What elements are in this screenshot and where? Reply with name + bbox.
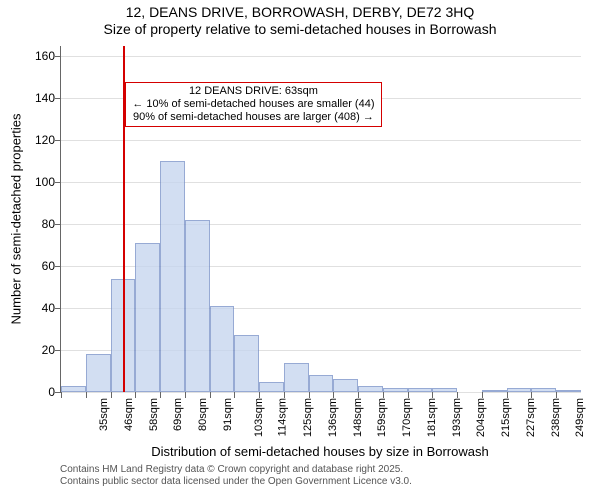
xtick-label: 46sqm [123,398,135,431]
y-axis-label: Number of semi-detached properties [9,114,24,325]
xtick-label: 204sqm [476,398,488,437]
chart-title-line1: 12, DEANS DRIVE, BORROWASH, DERBY, DE72 … [0,0,600,21]
histogram-bar [61,386,86,392]
xtick-label: 35sqm [98,398,110,431]
xtick-mark [61,392,62,398]
gridline [61,140,581,141]
histogram-bar [234,335,259,392]
footer-line-2: Contains public sector data licensed und… [0,476,412,487]
xtick-mark [531,392,532,398]
xtick-label: 181sqm [426,398,438,437]
xtick-label: 193sqm [451,398,463,437]
callout-line-2: ← 10% of semi-detached houses are smalle… [132,98,374,111]
xtick-mark [86,392,87,398]
chart-title-line2: Size of property relative to semi-detach… [0,21,600,38]
callout-box: 12 DEANS DRIVE: 63sqm← 10% of semi-detac… [125,82,381,128]
xtick-label: 159sqm [377,398,389,437]
ytick-label: 40 [42,301,61,315]
xtick-mark [284,392,285,398]
ytick-label: 20 [42,343,61,357]
xtick-mark [309,392,310,398]
xtick-label: 69sqm [172,398,184,431]
histogram-bar [284,363,309,392]
xtick-label: 238sqm [550,398,562,437]
histogram-bar [309,375,334,392]
histogram-bar [507,388,532,392]
callout-line-3: 90% of semi-detached houses are larger (… [132,111,374,124]
gridline [61,392,581,393]
histogram-bar [135,243,160,392]
ytick-label: 0 [48,385,61,399]
xtick-mark [507,392,508,398]
gridline [61,56,581,57]
gridline [61,224,581,225]
histogram-bar [358,386,383,392]
histogram-bar [432,388,457,392]
footer-line-1: Contains HM Land Registry data © Crown c… [0,464,403,475]
ytick-label: 100 [35,175,61,189]
xtick-mark [234,392,235,398]
xtick-label: 103sqm [253,398,265,437]
histogram-bar [408,388,433,392]
xtick-label: 114sqm [277,398,289,436]
ytick-label: 140 [35,91,61,105]
gridline [61,182,581,183]
xtick-label: 125sqm [302,398,314,437]
xtick-label: 80sqm [197,398,209,431]
xtick-label: 58sqm [148,398,160,431]
xtick-mark [358,392,359,398]
xtick-label: 215sqm [500,398,512,437]
property-size-chart: 12, DEANS DRIVE, BORROWASH, DERBY, DE72 … [0,0,600,500]
histogram-bar [482,390,507,392]
xtick-mark [408,392,409,398]
xtick-mark [135,392,136,398]
histogram-bar [210,306,235,392]
callout-line-1: 12 DEANS DRIVE: 63sqm [132,85,374,98]
histogram-bar [259,382,284,392]
xtick-label: 227sqm [525,398,537,437]
histogram-bar [383,388,408,392]
xtick-mark [185,392,186,398]
xtick-label: 148sqm [352,398,364,437]
xtick-mark [383,392,384,398]
xtick-label: 249sqm [575,398,587,437]
xtick-mark [160,392,161,398]
ytick-label: 60 [42,259,61,273]
ytick-label: 80 [42,217,61,231]
xtick-mark [259,392,260,398]
ytick-label: 160 [35,49,61,63]
histogram-bar [160,161,185,392]
ytick-label: 120 [35,133,61,147]
xtick-mark [432,392,433,398]
histogram-bar [86,354,111,392]
xtick-mark [210,392,211,398]
histogram-bar [333,379,358,392]
xtick-label: 91sqm [222,398,234,431]
xtick-label: 136sqm [327,398,339,437]
xtick-mark [111,392,112,398]
xtick-mark [457,392,458,398]
x-axis-label: Distribution of semi-detached houses by … [151,444,488,459]
xtick-mark [333,392,334,398]
xtick-label: 170sqm [401,398,413,437]
histogram-bar [531,388,556,392]
xtick-mark [556,392,557,398]
plot-area: 02040608010012014016012 DEANS DRIVE: 63s… [60,46,581,393]
histogram-bar [556,390,581,392]
histogram-bar [185,220,210,392]
xtick-mark [482,392,483,398]
